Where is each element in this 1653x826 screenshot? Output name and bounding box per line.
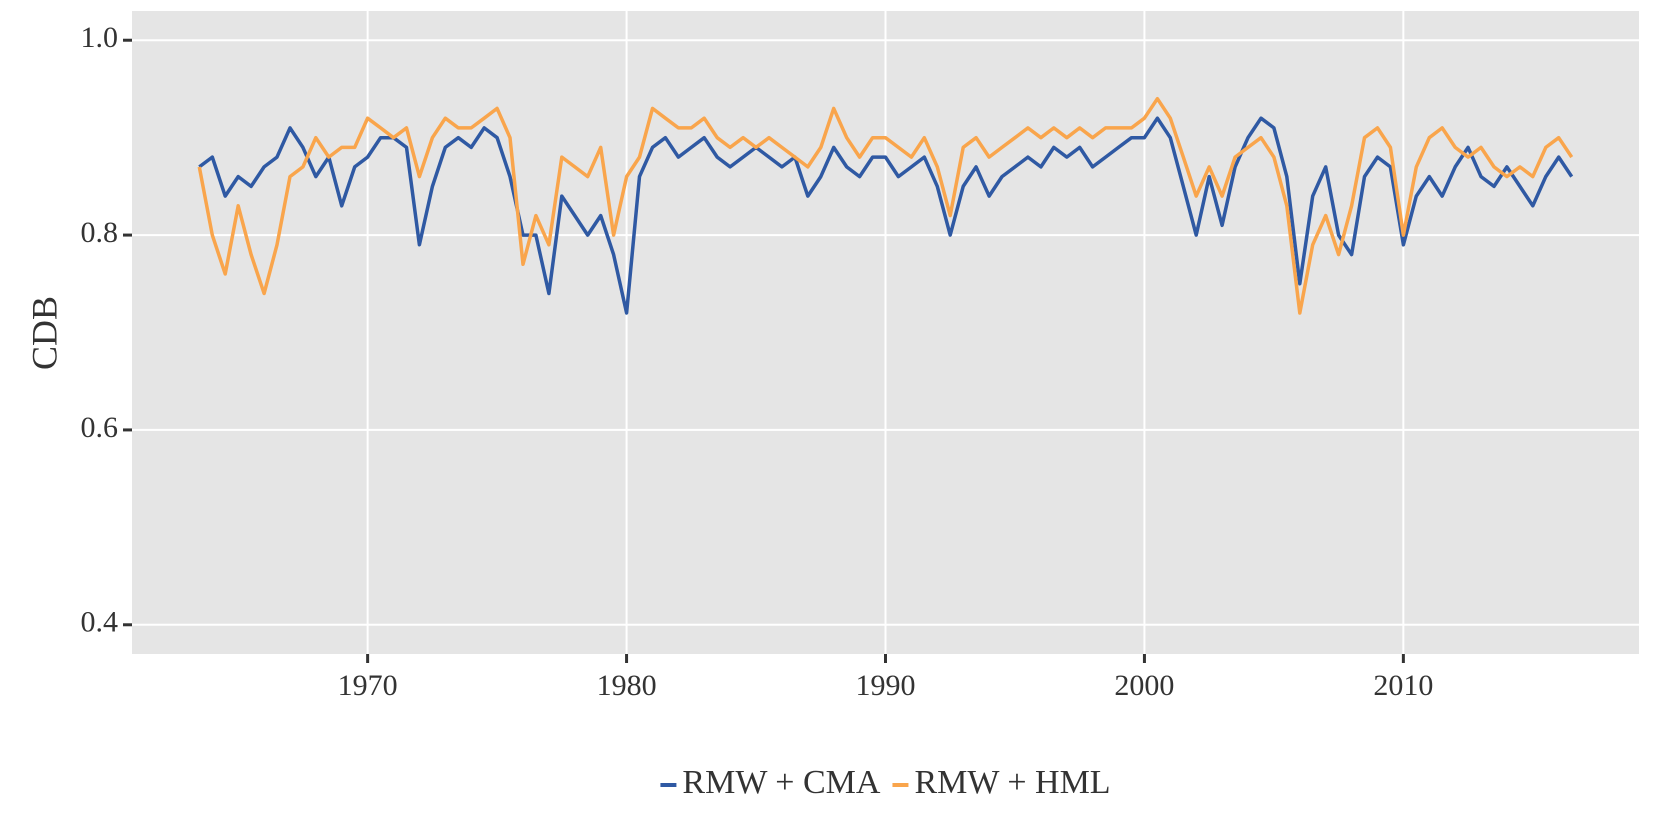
y-tick-label: 0.6 xyxy=(81,411,119,444)
y-axis-label: CDB xyxy=(24,296,64,370)
legend-label: RMW + CMA xyxy=(682,764,880,801)
legend-label: RMW + HML xyxy=(914,764,1110,801)
y-tick-label: 1.0 xyxy=(81,21,119,54)
x-tick-label: 2010 xyxy=(1373,669,1433,702)
y-tick-label: 0.8 xyxy=(81,216,119,249)
y-tick-label: 0.4 xyxy=(81,606,119,639)
x-tick-label: 1990 xyxy=(856,669,916,702)
x-tick-label: 2000 xyxy=(1114,669,1174,702)
x-tick-label: 1970 xyxy=(338,669,398,702)
series-line xyxy=(197,96,1574,315)
x-tick-label: 1980 xyxy=(597,669,657,702)
